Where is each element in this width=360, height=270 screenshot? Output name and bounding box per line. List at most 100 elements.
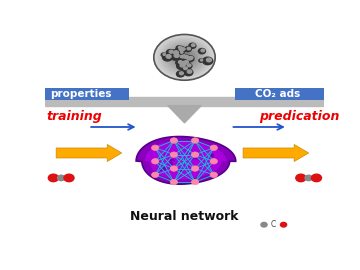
Circle shape [183,55,185,57]
Circle shape [166,55,171,58]
Circle shape [206,58,211,62]
Circle shape [160,39,209,75]
Circle shape [172,48,197,67]
Polygon shape [168,106,201,123]
Circle shape [170,166,177,171]
Circle shape [185,47,191,52]
Circle shape [166,50,174,55]
Circle shape [183,56,186,58]
Circle shape [165,43,204,72]
Circle shape [152,172,159,177]
Circle shape [176,46,185,53]
Circle shape [179,61,182,63]
Polygon shape [136,137,236,184]
Circle shape [198,49,206,54]
Circle shape [170,138,177,143]
Circle shape [174,54,179,58]
Circle shape [170,50,180,57]
Circle shape [186,56,190,59]
Text: predication: predication [259,110,339,123]
Circle shape [58,175,65,181]
Circle shape [201,59,203,61]
Circle shape [174,50,195,65]
Circle shape [210,158,217,164]
Circle shape [192,44,195,46]
Circle shape [181,55,189,60]
Circle shape [184,67,187,70]
Circle shape [176,46,182,50]
Circle shape [176,60,183,65]
Circle shape [162,54,172,61]
Circle shape [188,57,192,60]
Circle shape [177,52,192,63]
Circle shape [210,172,217,177]
Circle shape [305,175,312,181]
Circle shape [182,56,187,59]
Circle shape [156,36,213,78]
Circle shape [152,158,159,164]
Circle shape [187,64,191,67]
Circle shape [182,55,187,59]
Circle shape [179,46,181,48]
Circle shape [168,45,201,70]
Circle shape [161,53,166,57]
Circle shape [179,47,186,52]
Text: Neural network: Neural network [130,210,239,223]
Circle shape [169,50,173,53]
Circle shape [170,179,177,185]
Circle shape [174,51,178,54]
FancyArrow shape [56,144,122,161]
Circle shape [280,222,287,227]
Circle shape [296,174,306,182]
Circle shape [169,46,200,69]
Circle shape [180,64,185,67]
Circle shape [199,59,203,62]
Circle shape [170,152,177,157]
Circle shape [186,56,194,62]
Circle shape [181,60,189,66]
Circle shape [158,37,211,77]
Text: training: training [46,110,102,123]
Circle shape [64,174,74,182]
Circle shape [181,61,186,65]
Text: properties: properties [50,89,112,99]
Circle shape [152,145,159,150]
Circle shape [162,40,207,75]
Circle shape [210,145,217,150]
Circle shape [173,49,196,66]
Circle shape [184,56,191,62]
Circle shape [163,41,206,73]
FancyArrow shape [243,144,309,161]
Circle shape [167,44,202,71]
Circle shape [159,38,210,76]
Circle shape [155,35,214,79]
Circle shape [178,55,184,59]
Circle shape [184,56,186,58]
Circle shape [179,47,184,51]
Circle shape [192,152,199,157]
Circle shape [181,66,188,72]
Circle shape [164,42,205,73]
Circle shape [261,222,267,227]
Circle shape [178,53,191,62]
Circle shape [180,51,183,53]
FancyBboxPatch shape [235,88,330,100]
Bar [45,97,324,106]
Circle shape [185,63,192,69]
Circle shape [187,47,190,50]
Circle shape [201,49,204,52]
Circle shape [154,35,215,80]
Circle shape [170,47,199,68]
Circle shape [184,69,193,76]
Circle shape [311,174,321,182]
Circle shape [176,71,184,77]
Polygon shape [145,140,226,179]
Circle shape [163,53,166,55]
Text: CO₂ ads: CO₂ ads [255,89,301,99]
Circle shape [187,70,192,73]
Circle shape [179,51,184,55]
Circle shape [180,54,186,59]
Circle shape [177,63,186,69]
Text: C: C [270,220,275,229]
Circle shape [179,53,190,61]
